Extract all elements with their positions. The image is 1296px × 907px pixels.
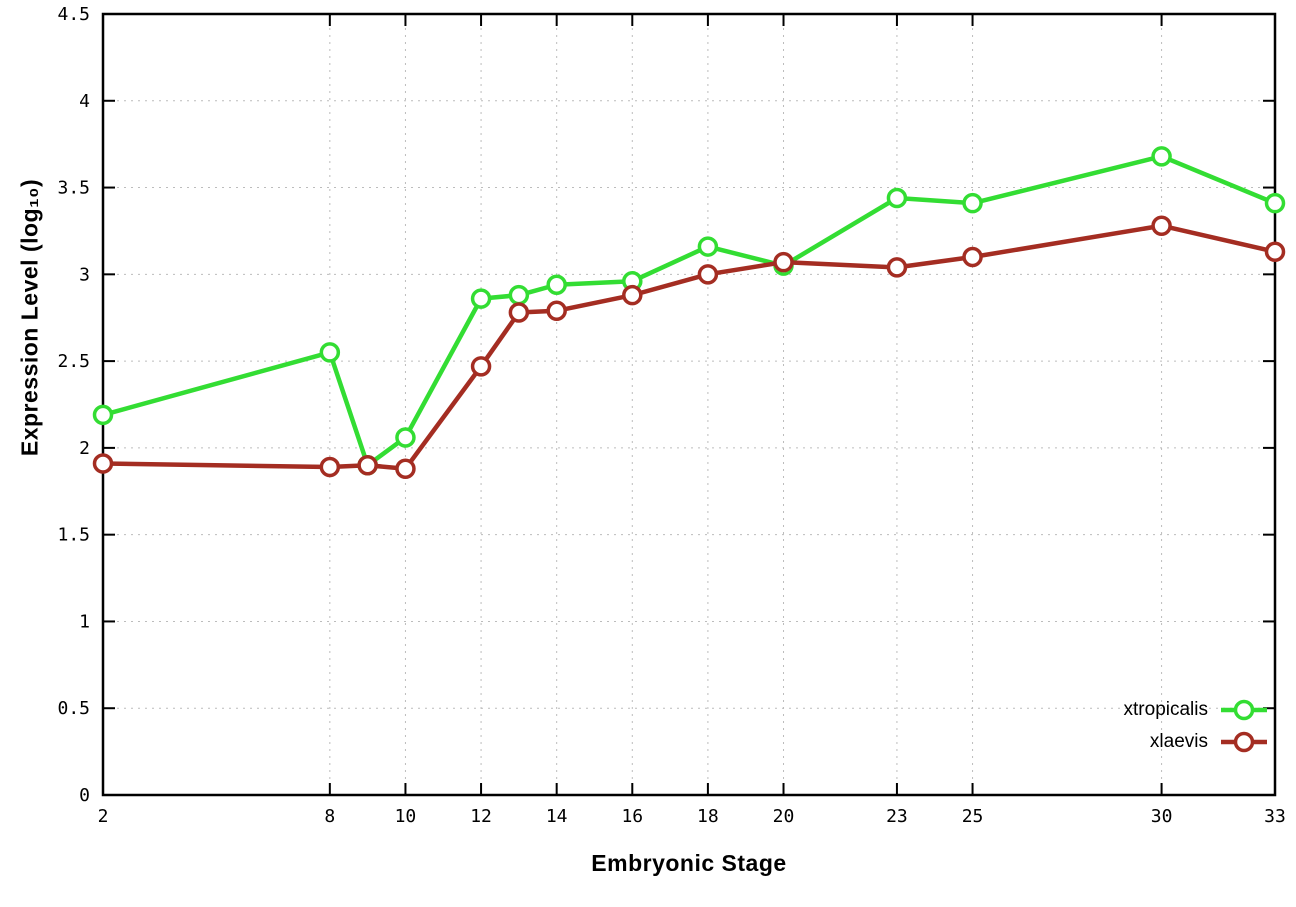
gridlines [102,13,1276,796]
svg-text:10: 10 [395,806,417,827]
svg-text:23: 23 [886,806,908,827]
data-point-xlaevis [773,251,794,273]
svg-text:33: 33 [1264,806,1286,827]
svg-text:12: 12 [470,806,492,827]
data-point-xtropicalis [697,236,719,257]
data-point-xlaevis [395,458,416,479]
svg-text:1: 1 [79,611,90,632]
svg-text:0: 0 [79,785,90,806]
svg-text:4.5: 4.5 [57,4,90,25]
data-point-xtropicalis [1151,146,1172,167]
y-axis-label: Expression Level (log₁₀) [16,178,43,457]
svg-text:20: 20 [773,806,795,827]
svg-text:2: 2 [79,438,90,459]
legend-item-xtropicalis: xtropicalis [1124,697,1270,723]
data-point-xtropicalis [470,288,492,309]
svg-text:0.5: 0.5 [57,698,90,719]
data-point-xtropicalis [92,404,114,426]
axis-ticks [102,13,1276,796]
data-point-xlaevis [319,456,341,478]
data-point-xlaevis [697,264,719,285]
x-axis-label: Embryonic Stage [591,850,787,876]
svg-text:8: 8 [324,806,335,827]
data-point-xlaevis [1264,241,1286,263]
data-point-xtropicalis [395,427,416,448]
data-point-xlaevis [470,356,492,377]
series-line-xlaevis [100,223,1278,471]
svg-text:2: 2 [98,806,109,827]
data-point-xlaevis [357,454,378,476]
plot-border [101,12,1277,797]
legend-label-xtropicalis: xtropicalis [1123,699,1208,720]
data-point-xlaevis [92,453,114,474]
svg-text:3: 3 [79,264,90,285]
data-point-xtropicalis [1264,192,1286,214]
data-point-xtropicalis [962,192,983,214]
svg-text:25: 25 [962,806,984,827]
series-line-xtropicalis [100,154,1278,468]
legend: xtropicalis xlaevis [1124,697,1270,755]
legend-label-xlaevis: xlaevis [1149,731,1208,752]
series-xtropicalis [92,146,1286,476]
svg-text:3.5: 3.5 [57,178,90,199]
svg-text:4: 4 [79,91,90,112]
legend-item-xlaevis: xlaevis [1150,729,1270,755]
svg-text:1.5: 1.5 [57,525,90,546]
data-point-xtropicalis [886,187,908,209]
data-point-xlaevis [962,246,983,268]
data-point-xlaevis [622,284,643,306]
data-point-xlaevis [546,300,567,322]
svg-text:2.5: 2.5 [57,351,90,372]
data-point-xlaevis [508,302,530,323]
svg-text:14: 14 [546,806,568,827]
series-xlaevis [92,215,1286,479]
data-point-xtropicalis [546,274,567,295]
svg-text:16: 16 [621,806,643,827]
data-point-xlaevis [1151,215,1172,236]
data-point-xlaevis [886,257,908,278]
x-tick-labels: 2 8 10 12 14 16 18 20 23 25 30 33 [98,806,1286,827]
legend-sample-xtropicalis [1221,699,1267,721]
svg-text:18: 18 [697,806,719,827]
svg-text:30: 30 [1151,806,1173,827]
y-tick-labels: 0 0.5 1 1.5 2 2.5 3 3.5 4 4.5 [57,4,90,806]
data-point-xtropicalis [319,342,341,363]
data-point-xtropicalis [508,284,530,306]
legend-sample-xlaevis [1221,731,1267,753]
